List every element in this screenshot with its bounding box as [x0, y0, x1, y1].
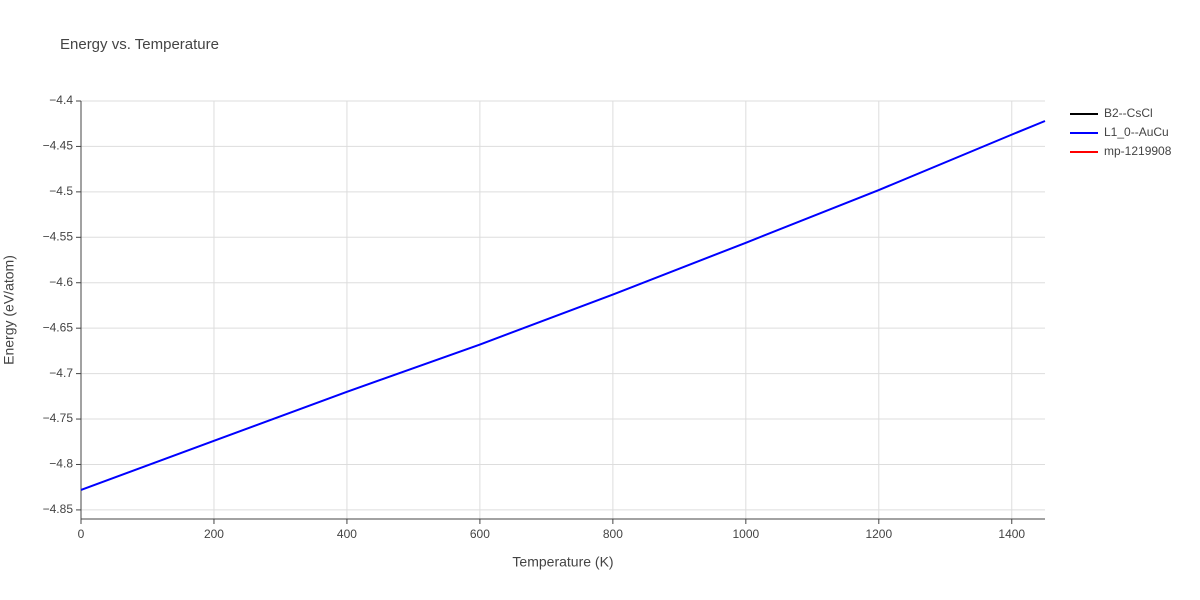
y-tick-label: −4.75	[43, 411, 74, 425]
x-tick-label: 1400	[998, 527, 1025, 541]
y-tick-label: −4.6	[49, 275, 73, 289]
series-line	[80, 120, 1046, 491]
x-tick-label: 1200	[865, 527, 892, 541]
x-tick-label: 1000	[732, 527, 759, 541]
legend-label: B2--CsCl	[1104, 106, 1153, 120]
x-tick-label: 200	[204, 527, 224, 541]
legend-label: mp-1219908	[1104, 144, 1172, 158]
y-tick-label: −4.65	[43, 320, 74, 334]
y-tick-label: −4.7	[49, 366, 73, 380]
y-tick-label: −4.8	[49, 457, 73, 471]
y-axis-title: Energy (eV/atom)	[1, 255, 17, 365]
legend-label: L1_0--AuCu	[1104, 125, 1169, 139]
x-tick-label: 600	[470, 527, 490, 541]
y-tick-label: −4.55	[43, 229, 74, 243]
y-tick-label: −4.85	[43, 502, 74, 516]
chart-title: Energy vs. Temperature	[60, 36, 219, 53]
y-tick-label: −4.5	[49, 184, 73, 198]
x-tick-label: 400	[337, 527, 357, 541]
y-tick-label: −4.4	[49, 93, 73, 107]
y-tick-label: −4.45	[43, 139, 74, 153]
x-tick-label: 0	[78, 527, 85, 541]
x-tick-label: 800	[603, 527, 623, 541]
x-axis-title: Temperature (K)	[512, 554, 613, 570]
